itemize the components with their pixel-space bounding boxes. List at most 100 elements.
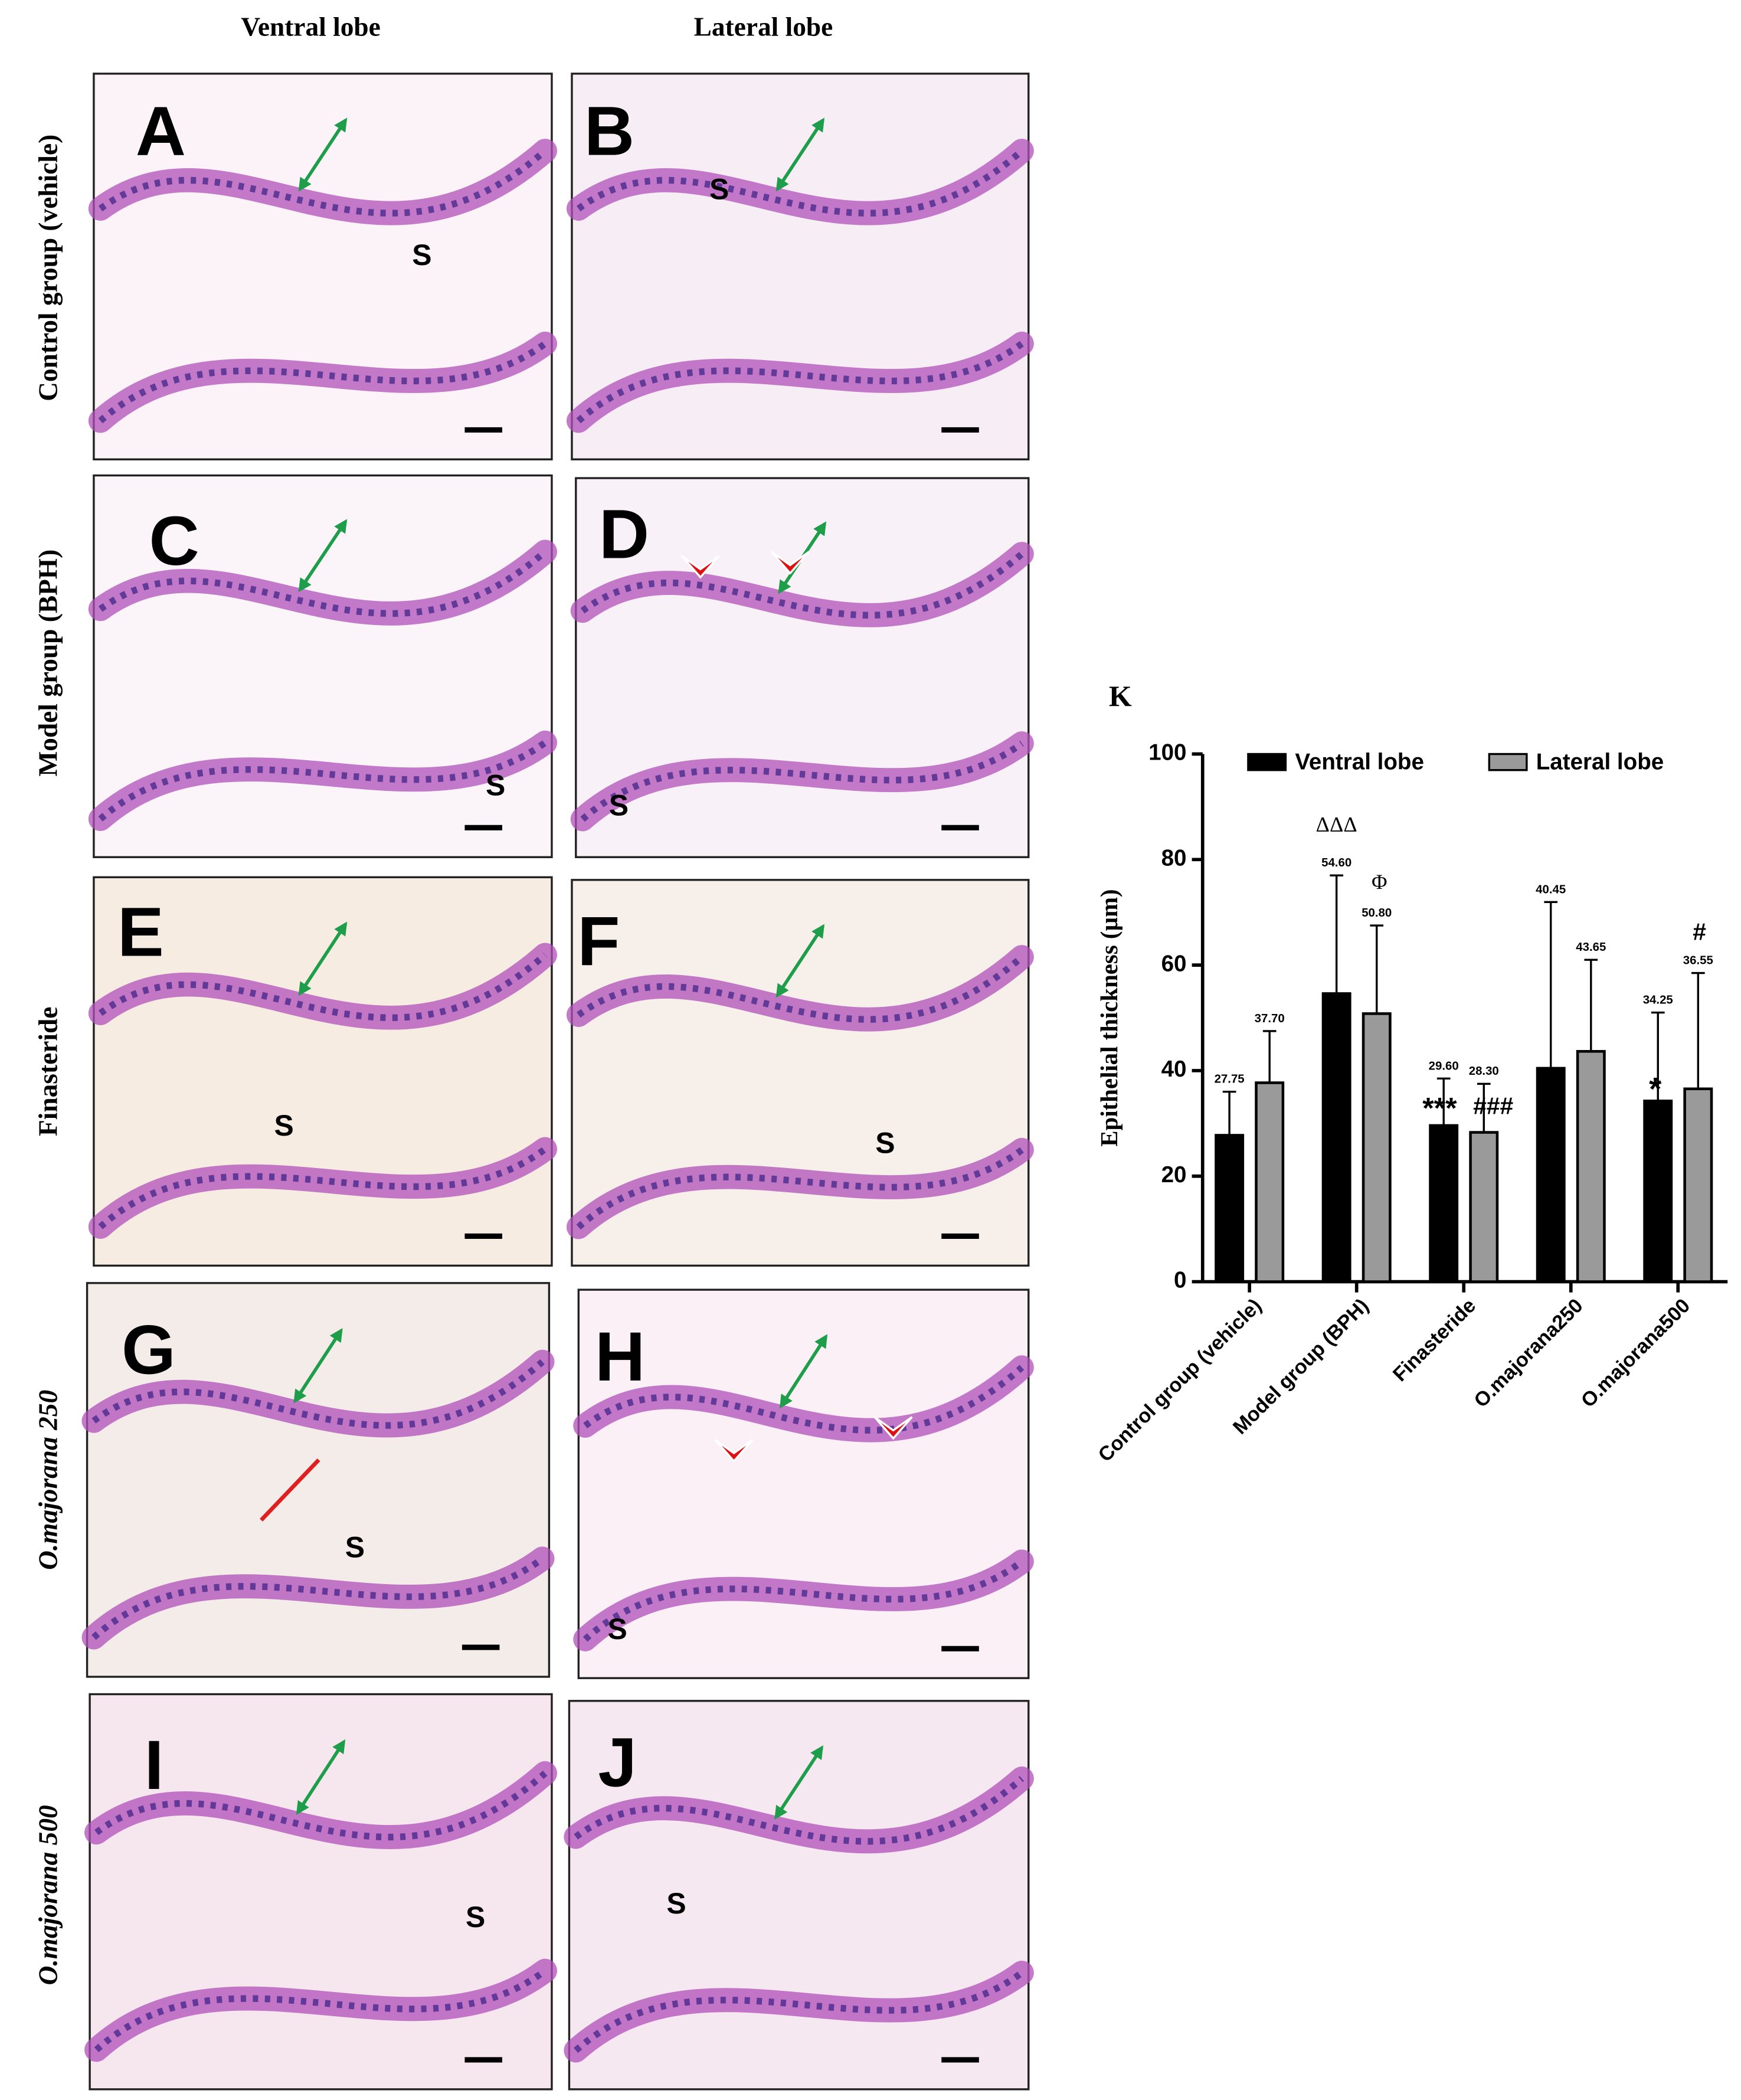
column-header: Lateral lobe [694, 12, 833, 41]
x-tick-label: O.majorana500 [1577, 1294, 1694, 1412]
row-label: Finasteride [34, 1007, 63, 1136]
lumen-label: S [666, 1887, 686, 1920]
panel-letter: F [577, 902, 620, 980]
x-tick-label: Finasteride [1389, 1294, 1480, 1386]
red-arrowhead [714, 1438, 754, 1463]
nuclei [91, 1359, 545, 1429]
lumen-label: S [609, 789, 629, 822]
lumen-label: S [486, 768, 505, 802]
value-label: 29.60 [1429, 1059, 1459, 1072]
chart-title: K [1109, 680, 1132, 712]
green-arrow [298, 921, 348, 996]
lumen-label: S [875, 1126, 895, 1159]
significance-mark: *** [1422, 1091, 1457, 1124]
panel-letter: G [122, 1311, 176, 1389]
green-arrow [293, 1328, 343, 1404]
y-tick-label: 20 [1161, 1162, 1187, 1188]
bar [1321, 992, 1351, 1283]
bar [1362, 1012, 1392, 1283]
nuclei [576, 148, 1025, 217]
bar [1215, 1134, 1245, 1283]
panel-letter: I [145, 1726, 164, 1804]
green-arrow [298, 117, 348, 192]
nuclei [580, 551, 1025, 619]
nuclei [582, 1559, 1024, 1642]
histology-panel: HS [573, 1288, 1034, 1679]
lumen-label: S [607, 1612, 627, 1646]
y-axis-label: Epithelial thickness (µm) [1096, 889, 1123, 1146]
lumen-label: S [274, 1109, 293, 1142]
y-tick-label: 0 [1174, 1268, 1186, 1293]
green-arrow [775, 924, 825, 998]
bar [1683, 1087, 1713, 1283]
x-tick-label: Control group (vehicle) [1094, 1294, 1266, 1466]
nuclei [580, 741, 1024, 822]
value-label: 54.60 [1321, 856, 1351, 869]
red-arrowhead [680, 555, 720, 579]
panel-image [571, 73, 1030, 461]
y-tick-label: 40 [1161, 1056, 1187, 1082]
histology-panel: FS [566, 879, 1034, 1267]
panel-image [577, 1288, 1030, 1679]
significance-mark: ### [1473, 1092, 1513, 1119]
panel-letter: A [136, 93, 186, 171]
value-label: 34.25 [1643, 994, 1673, 1007]
nuclei [91, 1556, 545, 1640]
significance-mark: # [1693, 918, 1706, 945]
bar [1536, 1067, 1566, 1283]
bar [1576, 1050, 1606, 1283]
epithelium [88, 331, 558, 433]
panel-letter: E [117, 894, 164, 972]
value-label: 50.80 [1362, 907, 1392, 920]
row-label: Control group (vehicle) [34, 135, 63, 401]
histology-panel: DS [570, 477, 1034, 858]
y-tick-label: 80 [1161, 846, 1187, 871]
histology-panel: BS [566, 73, 1034, 461]
histology-panel: IS [84, 1693, 558, 2091]
legend-swatch [1488, 753, 1528, 771]
nuclei [94, 1771, 548, 1841]
panel-image [568, 1700, 1030, 2091]
panel-letter: C [149, 502, 199, 580]
bar [1255, 1081, 1285, 1283]
panel-image [571, 879, 1030, 1267]
lumen-label: S [412, 238, 431, 272]
nuclei [98, 1146, 547, 1229]
bar [1643, 1100, 1673, 1283]
row-label: O.majorana 250 [34, 1390, 63, 1570]
nuclei [98, 952, 548, 1021]
lumen-label: S [466, 1901, 485, 1934]
red-arrowhead [770, 551, 810, 575]
x-tick-label: O.majorana250 [1470, 1294, 1587, 1412]
bar [1429, 1124, 1459, 1283]
panel-letter: H [595, 1318, 645, 1396]
significance-mark: * [1649, 1071, 1662, 1107]
histology-panel: ES [88, 876, 558, 1267]
column-header: Ventral lobe [241, 12, 381, 41]
row-label: O.majorana 500 [34, 1805, 63, 1985]
nuclei [576, 341, 1024, 424]
y-tick-label: 100 [1148, 740, 1186, 766]
legend-label: Ventral lobe [1295, 750, 1424, 775]
panel-letter: J [598, 1723, 637, 1801]
green-arrow [779, 1334, 828, 1409]
lumen-label: S [709, 173, 729, 206]
nuclei [98, 549, 548, 617]
green-arrow [296, 1739, 346, 1816]
nuclei [574, 1776, 1025, 1845]
value-label: 36.55 [1683, 954, 1713, 967]
nuclei [98, 740, 547, 822]
value-label: 40.45 [1536, 883, 1566, 896]
value-label: 28.30 [1469, 1065, 1499, 1078]
lumen-label: S [345, 1531, 365, 1564]
legend-label: Lateral lobe [1536, 750, 1664, 775]
histology-panel: AS [88, 73, 558, 461]
legend-swatch [1247, 753, 1287, 771]
nuclei [574, 1970, 1024, 2053]
green-arrow [774, 1745, 824, 1820]
significance-mark: Φ [1372, 870, 1387, 894]
panel-letter: D [599, 496, 649, 574]
nuclei [98, 148, 548, 217]
